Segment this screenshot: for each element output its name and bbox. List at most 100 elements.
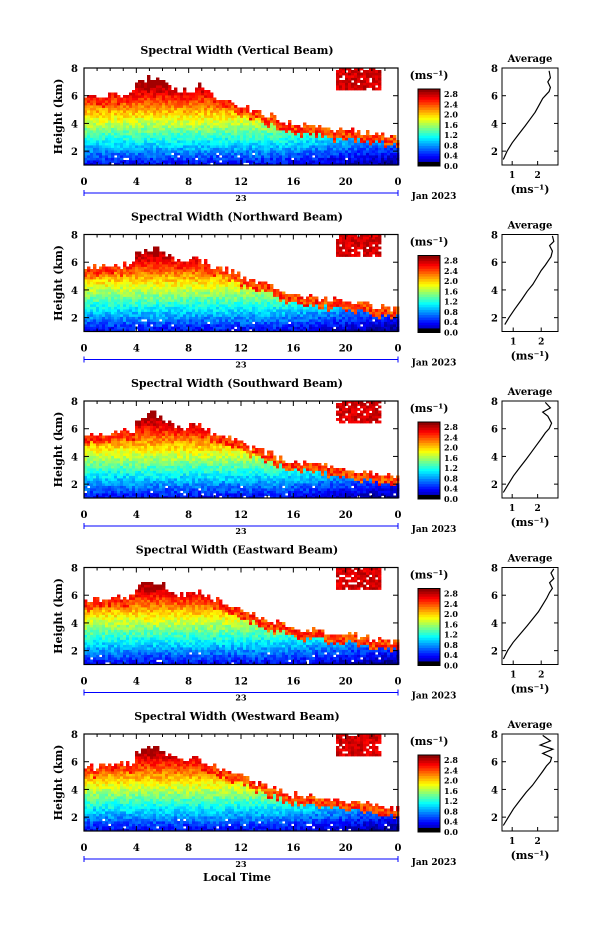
colorbar-segment	[418, 140, 440, 144]
colorbar-segment	[418, 109, 440, 113]
colorbar-segment	[418, 591, 440, 595]
colorbar-segment	[418, 783, 440, 787]
x-tick-label: 12	[234, 344, 248, 355]
colorbar-segment	[418, 488, 440, 492]
profile-x-label: (ms⁻¹)	[511, 516, 550, 529]
colorbar-segment	[418, 306, 440, 310]
colorbar-tick-label: 0.0	[444, 827, 458, 837]
colorbar-frame	[417, 588, 441, 666]
panel-title: Spectral Width (Southward Beam)	[131, 377, 343, 390]
panel-title: Spectral Width (Northward Beam)	[131, 211, 343, 224]
colorbar-segment	[418, 429, 440, 433]
colorbar-segment	[418, 442, 440, 446]
colorbar-segment	[418, 481, 440, 485]
colorbar-segment	[418, 304, 440, 308]
profile-x-label: (ms⁻¹)	[511, 849, 550, 862]
y-tick-label: 8	[71, 564, 78, 575]
profile-x-label: (ms⁻¹)	[511, 683, 550, 696]
colorbar-tick-label: 2.0	[444, 776, 458, 786]
colorbar-tick-label: 1.6	[444, 286, 458, 296]
x-tick-label: 0	[81, 177, 88, 188]
colorbar-segment	[418, 593, 440, 597]
profile-y-tick-label: 6	[491, 425, 498, 436]
colorbar-segment	[418, 288, 440, 292]
colorbar-frame	[417, 88, 441, 167]
x-tick-label: 4	[133, 344, 140, 355]
y-axis-label: Height (km)	[52, 412, 65, 488]
colorbar-segment	[418, 793, 440, 797]
x-tick-label: 4	[133, 177, 140, 188]
colorbar-segment	[418, 145, 440, 149]
y-axis-label: Height (km)	[52, 745, 65, 821]
profile-y-tick-label: 6	[491, 591, 498, 602]
colorbar-underflow	[418, 495, 440, 499]
colorbar-segment	[418, 624, 440, 628]
colorbar-segment	[418, 806, 440, 810]
colorbar-segment	[418, 130, 440, 134]
colorbar-segment	[418, 445, 440, 449]
colorbar-segment	[418, 778, 440, 782]
colorbar-segment	[418, 652, 440, 656]
y-tick-label: 8	[71, 397, 78, 408]
panel-1: Spectral Width (Vertical Beam) 2 4 6 8 Height…	[52, 44, 559, 203]
x-tick-label: 4	[133, 843, 140, 854]
profile-frame	[501, 400, 559, 499]
colorbar-segment	[418, 621, 440, 625]
colorbar-segment	[418, 760, 440, 764]
colorbar-segment	[418, 255, 440, 259]
colorbar-tick-label: 0.8	[444, 140, 458, 150]
panel-4: Spectral Width (Eastward Beam) 2 4 6 8 Height…	[52, 544, 559, 703]
profile-y-tick-label: 2	[491, 147, 498, 158]
profile-y-tick-label: 8	[491, 64, 498, 75]
colorbar-segment	[418, 455, 440, 459]
y-tick-label: 4	[71, 619, 78, 630]
profile-x-label: (ms⁻¹)	[511, 183, 550, 196]
colorbar-segment	[418, 473, 440, 477]
date-label: 23	[235, 193, 247, 203]
colorbar-segment	[418, 755, 440, 759]
colorbar-segment	[418, 99, 440, 103]
x-tick-label: 8	[185, 344, 192, 355]
x-tick-label: 16	[286, 344, 300, 355]
profile-x-tick-label: 2	[535, 837, 541, 847]
colorbar-segment	[418, 632, 440, 636]
colorbar-segment	[418, 619, 440, 623]
colorbar-segment	[418, 796, 440, 800]
profile-x-tick-label: 2	[538, 338, 544, 348]
colorbar-segment	[418, 265, 440, 269]
profile-x-tick-label: 1	[509, 171, 515, 181]
profile-line	[502, 734, 555, 826]
month-label: Jan 2023	[411, 858, 457, 868]
panel-2: Spectral Width (Northward Beam) 2 4 6 8 Heigh…	[52, 211, 559, 370]
profile-y-tick-label: 4	[491, 286, 498, 297]
colorbar-segment	[418, 104, 440, 108]
colorbar-segment	[418, 606, 440, 610]
y-tick-label: 4	[71, 286, 78, 297]
month-label: Jan 2023	[411, 359, 457, 369]
colorbar-segment	[418, 642, 440, 646]
colorbar-unit: (ms⁻¹)	[410, 69, 449, 82]
profile-title: Average	[507, 720, 553, 731]
y-axis-label: Height (km)	[52, 578, 65, 654]
colorbar-segment	[418, 627, 440, 631]
colorbar-segment	[418, 137, 440, 141]
profile-y-tick-label: 4	[491, 785, 498, 796]
colorbar-segment	[418, 644, 440, 649]
colorbar-tick-label: 2.0	[444, 276, 458, 286]
colorbar-segment	[418, 317, 440, 321]
colorbar-segment	[418, 657, 440, 661]
colorbar-tick-label: 0.4	[444, 151, 458, 161]
colorbar-segment	[418, 775, 440, 779]
colorbar-tick-label: 2.4	[444, 599, 458, 609]
colorbar-segment	[418, 650, 440, 654]
colorbar-tick-label: 0.4	[444, 817, 458, 827]
x-tick-label: 0	[81, 344, 88, 355]
colorbar-segment	[418, 132, 440, 136]
colorbar-segment	[418, 801, 440, 805]
colorbar-tick-label: 0.4	[444, 317, 458, 327]
y-tick-label: 2	[71, 147, 78, 158]
profile-y-tick-label: 6	[491, 758, 498, 769]
colorbar-underflow	[418, 828, 440, 832]
colorbar-segment	[418, 106, 440, 111]
x-tick-label: 20	[339, 677, 353, 688]
